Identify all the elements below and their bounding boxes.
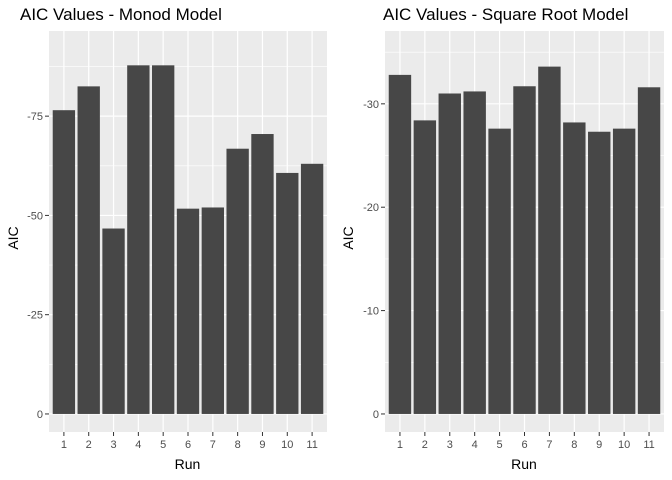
- bar: [488, 128, 511, 414]
- x-tick-label: 5: [160, 439, 166, 451]
- bar: [612, 128, 636, 414]
- y-tick-label: -20: [363, 202, 379, 214]
- x-tick-label: 11: [306, 439, 317, 451]
- plot-area: 0 -25 -50 -75 1 2 3 4 5 6 7 8 9 10 11: [27, 31, 327, 451]
- x-tick-label: 10: [281, 439, 293, 451]
- x-tick-label: 6: [521, 439, 527, 451]
- y-axis-title: AIC: [340, 226, 356, 249]
- chart-square-root-model: 0 -10 -20 -30 1 2 3 4 5 6 7 8 9 10 11 AIC Values - Squa…: [340, 5, 664, 472]
- plot-area: 0 -10 -20 -30 1 2 3 4 5 6 7 8 9 10 11: [363, 31, 664, 451]
- bar: [300, 163, 324, 414]
- chart-title: AIC Values - Monod Model: [20, 5, 222, 24]
- bar: [588, 131, 611, 414]
- bar: [276, 172, 299, 414]
- bar: [77, 86, 100, 414]
- x-tick-label: 6: [185, 439, 191, 451]
- y-tick-label: -30: [363, 99, 379, 111]
- bar: [413, 120, 437, 414]
- bar: [102, 228, 125, 414]
- x-tick-label: 4: [472, 439, 478, 451]
- bar: [152, 65, 175, 414]
- y-tick-label: 0: [37, 409, 43, 421]
- bar: [176, 208, 200, 414]
- x-axis-title: Run: [511, 456, 537, 472]
- chart-monod-model: 0 -25 -50 -75 1 2 3 4 5 6 7 8 9 10 11 AIC Values - Mono…: [5, 5, 327, 472]
- x-tick-label: 4: [135, 439, 141, 451]
- y-tick-label: -10: [363, 306, 379, 318]
- bar: [438, 93, 461, 414]
- bar: [251, 134, 274, 414]
- bar: [463, 91, 486, 414]
- chart-title: AIC Values - Square Root Model: [383, 5, 628, 24]
- bar: [127, 65, 150, 414]
- x-tick-label: 2: [422, 439, 428, 451]
- bar: [637, 87, 661, 414]
- x-tick-label: 1: [397, 439, 403, 451]
- bar: [538, 66, 561, 414]
- y-tick-label: -75: [27, 111, 43, 123]
- x-tick-label: 5: [497, 439, 503, 451]
- x-tick-label: 7: [210, 439, 216, 451]
- bar: [52, 110, 76, 414]
- bar: [563, 122, 586, 414]
- y-axis-title: AIC: [5, 226, 21, 249]
- bar: [388, 74, 412, 414]
- x-tick-label: 9: [259, 439, 265, 451]
- x-tick-label: 3: [447, 439, 453, 451]
- x-tick-label: 8: [571, 439, 577, 451]
- x-tick-label: 8: [235, 439, 241, 451]
- x-tick-label: 11: [643, 439, 654, 451]
- x-tick-label: 1: [61, 439, 67, 451]
- bar: [226, 148, 249, 414]
- x-axis-title: Run: [175, 456, 201, 472]
- y-tick-label: -25: [27, 310, 43, 322]
- x-tick-label: 2: [86, 439, 92, 451]
- y-tick-label: -50: [27, 210, 43, 222]
- x-tick-label: 9: [596, 439, 602, 451]
- y-tick-label: 0: [373, 409, 379, 421]
- bar: [201, 207, 224, 414]
- x-tick-label: 7: [546, 439, 552, 451]
- x-tick-label: 3: [110, 439, 116, 451]
- bar: [513, 86, 536, 414]
- x-tick-label: 10: [618, 439, 630, 451]
